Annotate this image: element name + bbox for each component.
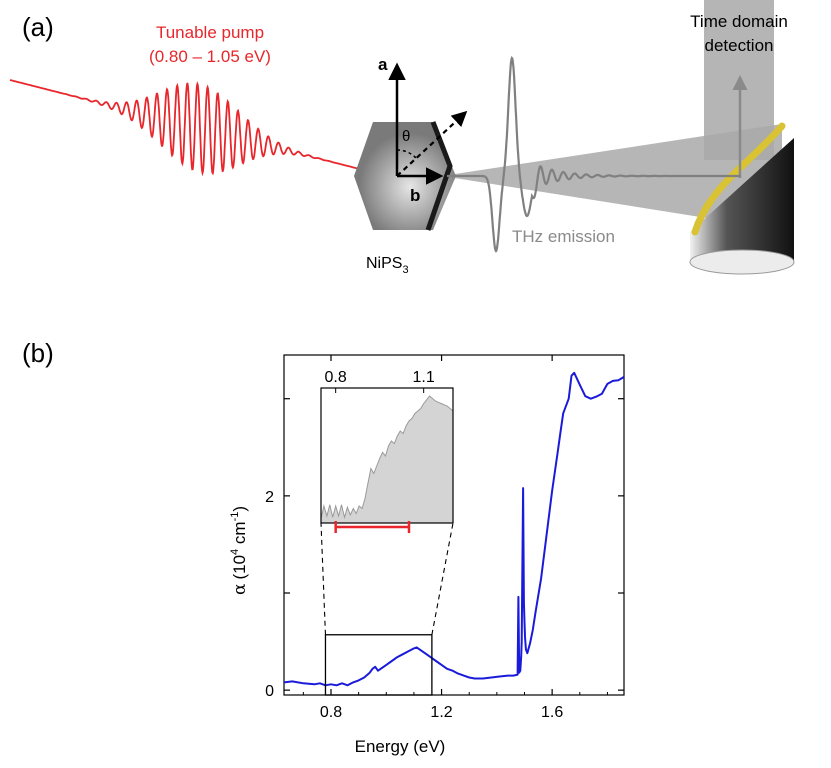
inset-x-tick-label: 1.1 bbox=[413, 369, 435, 386]
zoom-box bbox=[324, 634, 433, 696]
x-tick-label: 1.6 bbox=[541, 704, 563, 721]
x-tick-label: 0.8 bbox=[320, 704, 342, 721]
axis-b-label: b bbox=[410, 186, 420, 205]
x-axis-title: Energy (eV) bbox=[355, 737, 446, 756]
y-tick-label: 2 bbox=[265, 489, 274, 506]
thz-waveform bbox=[447, 56, 740, 253]
zoom-guide-left bbox=[320, 522, 327, 635]
theta-arc bbox=[396, 149, 417, 159]
detection-label-line2: detection bbox=[705, 36, 774, 55]
detection-label-line1: Time domain bbox=[690, 12, 788, 31]
plot-frame bbox=[283, 354, 625, 696]
theta-label: θ bbox=[402, 128, 410, 145]
absorption-series bbox=[284, 371, 624, 687]
pump-pulse bbox=[9, 79, 396, 179]
pump-waveform bbox=[9, 79, 396, 179]
pump-range: (0.80 – 1.05 eV) bbox=[149, 47, 271, 66]
inset-area bbox=[321, 395, 453, 523]
zoom-guide-right bbox=[431, 522, 454, 635]
panel-a-label: (a) bbox=[22, 12, 54, 42]
axis-ticks: 0.8 1.2 1.6 0 2 bbox=[265, 355, 624, 721]
panel-a: (a) Time domain detection Tunable pump (… bbox=[9, 0, 795, 276]
inset-frame bbox=[320, 387, 454, 524]
axis-a-label: a bbox=[378, 55, 388, 74]
panel-b: (b) 0.8 1.2 1.6 0 2 0.8 1.1 Energy (eV) α(104… bbox=[22, 338, 625, 756]
sample-label: NiPS3 bbox=[366, 255, 409, 276]
zoom-region bbox=[320, 522, 454, 696]
polarization-arrow bbox=[396, 110, 468, 177]
pump-title: Tunable pump bbox=[156, 23, 264, 42]
absorption-line bbox=[284, 371, 624, 687]
thz-trace bbox=[447, 56, 740, 253]
panel-b-label: (b) bbox=[22, 338, 54, 368]
thz-emission-label: THz emission bbox=[512, 227, 615, 246]
x-tick-label: 1.2 bbox=[430, 704, 452, 721]
inset-clip-group bbox=[321, 395, 453, 523]
y-axis-title: α(104 cm-1) bbox=[229, 506, 250, 595]
y-tick-label: 0 bbox=[265, 683, 274, 700]
inset-plot: 0.8 1.1 bbox=[320, 369, 454, 533]
inset-x-tick-label: 0.8 bbox=[325, 369, 347, 386]
